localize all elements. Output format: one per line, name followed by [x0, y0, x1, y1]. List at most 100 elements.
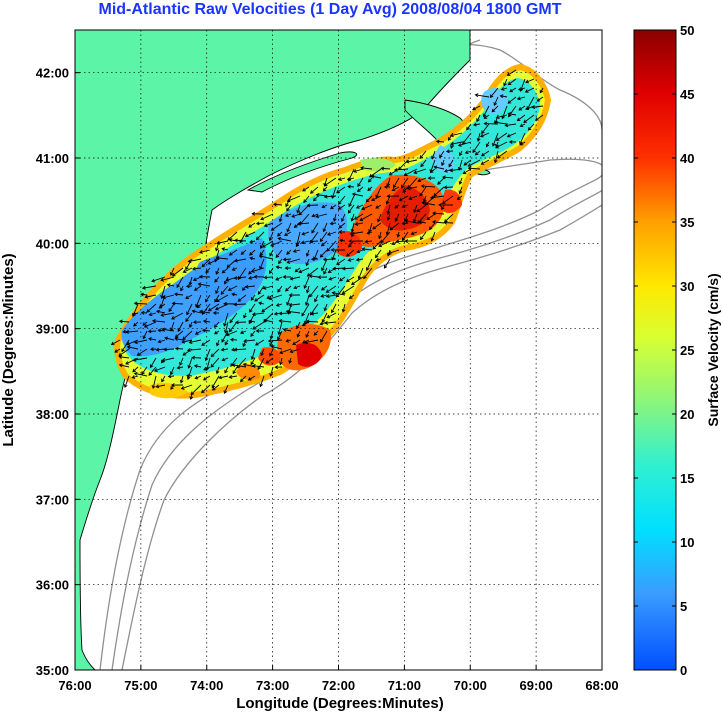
velocity-arrow	[491, 105, 499, 113]
velocity-arrow	[167, 284, 175, 287]
velocity-arrow	[216, 240, 229, 244]
velocity-arrowhead	[507, 100, 512, 104]
velocity-arrowhead	[323, 194, 328, 199]
velocity-arrowhead	[205, 298, 209, 303]
velocity-arrow	[301, 303, 310, 317]
velocity-arrowhead	[285, 338, 290, 343]
velocity-arrow	[194, 365, 202, 368]
velocity-arrow	[203, 320, 211, 323]
velocity-arrowhead	[338, 201, 342, 205]
velocity-arrow	[160, 276, 175, 281]
velocity-arrowhead	[275, 277, 280, 281]
velocity-arrow	[323, 258, 337, 261]
velocity-arrowhead	[375, 194, 379, 199]
velocity-arrowhead	[351, 281, 355, 285]
velocity-arrowhead	[405, 159, 410, 164]
velocity-arrow	[189, 276, 193, 285]
velocity-arrow	[411, 231, 418, 235]
velocity-arrow	[195, 330, 202, 335]
x-tick-label: 74:00	[190, 678, 223, 693]
velocity-arrowhead	[155, 384, 160, 389]
velocity-arrowhead	[218, 375, 223, 380]
velocity-arrow	[507, 132, 517, 138]
velocity-arrow	[481, 123, 490, 134]
x-tick-label: 71:00	[388, 678, 421, 693]
velocity-arrowhead	[418, 220, 422, 225]
velocity-arrowhead	[279, 350, 284, 355]
velocity-arrow	[257, 357, 265, 370]
velocity-arrow	[287, 195, 301, 202]
velocity-arrowhead	[193, 287, 198, 291]
velocity-arrow	[351, 222, 355, 232]
velocity-arrow	[251, 267, 265, 273]
velocity-arrowhead	[275, 303, 280, 307]
velocity-arrowhead	[136, 352, 141, 356]
velocity-arrowhead	[221, 247, 226, 251]
velocity-arrowhead	[457, 166, 462, 171]
velocity-arrowhead	[320, 286, 325, 291]
velocity-arrow	[265, 357, 274, 364]
velocity-arrowhead	[250, 269, 255, 273]
velocity-arrowhead	[387, 250, 392, 255]
velocity-arrowhead	[313, 332, 318, 336]
velocity-arrowhead	[301, 231, 306, 236]
velocity-arrow	[419, 150, 427, 159]
velocity-arrow	[187, 348, 202, 351]
velocity-arrow	[216, 294, 229, 302]
velocity-arrowhead	[133, 340, 138, 345]
velocity-arrowhead	[319, 253, 324, 258]
velocity-arrowhead	[276, 336, 281, 341]
y-axis-ticks: 42:00 41:00 40:00 39:00 38:00 37:00 36:00 35:00	[36, 66, 80, 678]
velocity-arrow	[348, 240, 355, 248]
x-axis-label: Longitude (Degrees:Minutes)	[236, 695, 444, 712]
velocity-arrowhead	[304, 302, 309, 306]
velocity-arrow	[156, 348, 166, 351]
velocity-arrow	[270, 240, 283, 247]
velocity-arrow	[183, 267, 193, 273]
velocity-arrowhead	[215, 247, 219, 252]
velocity-arrowhead	[303, 320, 308, 325]
velocity-arrow	[156, 384, 166, 388]
velocity-arrowhead	[275, 265, 280, 270]
velocity-arrowhead	[203, 367, 207, 371]
velocity-arrow	[484, 114, 490, 119]
velocity-arrow	[442, 195, 454, 204]
velocity-arrow	[295, 240, 301, 247]
velocity-arrowhead	[240, 330, 244, 335]
velocity-arrowhead	[476, 138, 481, 142]
velocity-arrowhead	[394, 218, 399, 222]
velocity-arrow	[375, 204, 382, 209]
velocity-arrow	[174, 293, 184, 296]
velocity-arrowhead	[187, 364, 192, 369]
velocity-arrowhead	[275, 254, 280, 259]
velocity-arrowhead	[351, 192, 356, 197]
velocity-arrowhead	[449, 168, 454, 173]
velocity-arrowhead	[180, 287, 184, 292]
velocity-arrowhead	[185, 295, 189, 299]
velocity-arrow	[458, 159, 463, 171]
velocity-arrowhead	[500, 87, 505, 91]
velocity-arrow	[286, 222, 292, 232]
velocity-arrow	[371, 195, 382, 201]
velocity-arrowhead	[228, 328, 233, 333]
velocity-arrow	[175, 338, 184, 341]
velocity-arrowhead	[201, 311, 206, 315]
velocity-arrow	[501, 87, 508, 91]
velocity-arrowhead	[348, 243, 352, 248]
velocity-arrow	[306, 285, 310, 293]
velocity-arrowhead	[523, 119, 527, 124]
velocity-arrowhead	[118, 355, 123, 359]
velocity-arrow	[432, 212, 445, 215]
velocity-arrow	[313, 195, 319, 202]
velocity-arrow	[273, 203, 283, 206]
velocity-arrowhead	[474, 93, 479, 98]
velocity-arrow	[327, 231, 337, 236]
velocity-arrow	[306, 249, 310, 257]
velocity-arrow	[517, 96, 526, 100]
velocity-arrow	[201, 258, 211, 267]
velocity-arrow	[333, 213, 337, 222]
velocity-arrow	[305, 258, 310, 266]
velocity-arrowhead	[248, 319, 253, 324]
y-tick-label: 42:00	[36, 66, 69, 81]
